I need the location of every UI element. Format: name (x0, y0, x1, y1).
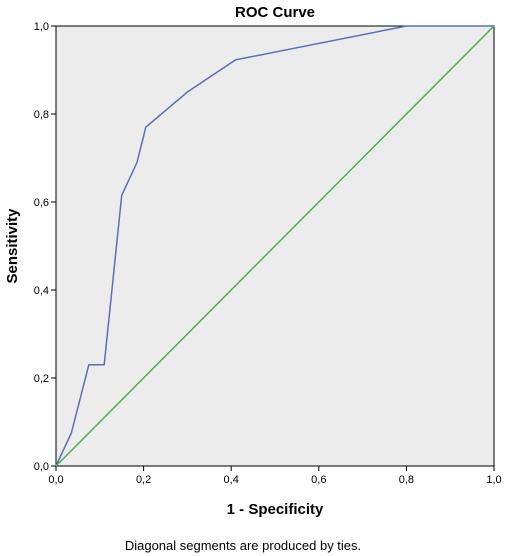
x-tick-label: 0,2 (136, 474, 151, 486)
x-axis: 0,0 0,2 0,4 0,6 0,8 1,0 (48, 466, 502, 486)
x-axis-title: 1 - Specificity (227, 501, 324, 518)
y-axis-title: Sensitivity (4, 208, 21, 284)
x-tick-label: 1,0 (486, 474, 501, 486)
x-tick-label: 0,4 (224, 474, 239, 486)
y-axis: 0,0 0,2 0,4 0,6 0,8 1,0 (34, 21, 56, 473)
y-tick-label: 0,0 (34, 461, 49, 473)
footnote: Diagonal segments are produced by ties. (125, 538, 361, 553)
y-tick-label: 0,2 (34, 373, 49, 385)
y-tick-label: 0,8 (34, 109, 49, 121)
chart-title: ROC Curve (235, 4, 315, 21)
x-tick-label: 0,0 (48, 474, 63, 486)
reference-diagonal-line (55, 25, 495, 467)
roc-curve-line (55, 25, 494, 467)
x-tick-label: 0,6 (311, 474, 326, 486)
y-tick-label: 1,0 (34, 21, 49, 33)
y-tick-label: 0,4 (34, 285, 49, 297)
y-tick-label: 0,6 (34, 197, 49, 209)
x-tick-label: 0,8 (399, 474, 414, 486)
series-layer (55, 25, 495, 467)
